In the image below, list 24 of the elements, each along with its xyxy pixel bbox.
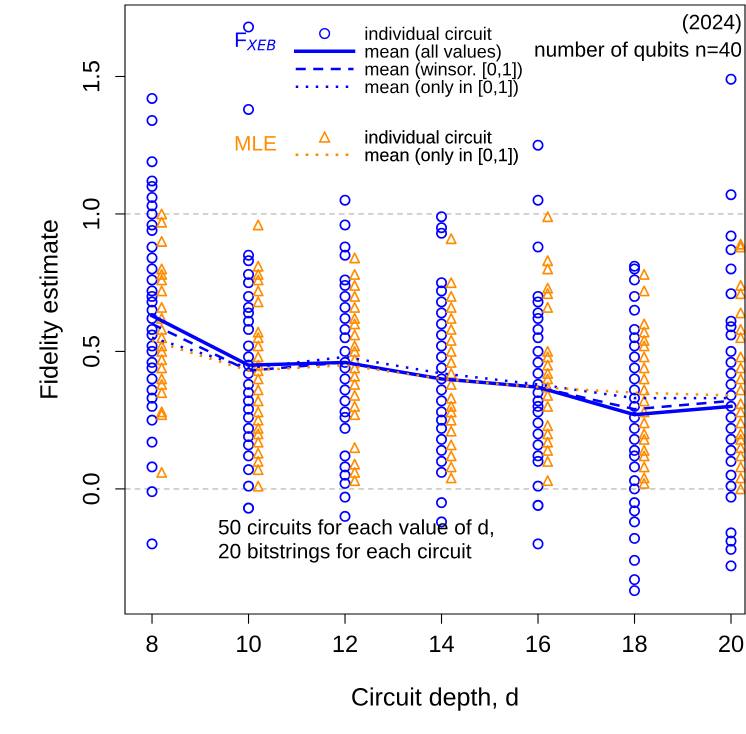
y-axis-title: Fidelity estimate xyxy=(39,220,63,398)
x-tick-label: 8 xyxy=(146,635,158,652)
x-tick-label: 16 xyxy=(526,635,550,652)
x-tick-label: 12 xyxy=(334,635,357,652)
annotation: 50 circuits for each value of d, 20 bitstrings for each circuit xyxy=(218,519,493,563)
legend-label: individual circuit xyxy=(366,130,492,144)
x-tick-label: 20 xyxy=(719,635,744,652)
annotation: MLE xyxy=(236,136,276,150)
y-tick-label: 0.5 xyxy=(82,336,100,367)
y-tick-label: 1.0 xyxy=(82,198,100,229)
x-tick-label: 18 xyxy=(623,635,647,652)
text: number of qubits n=40 xyxy=(535,42,742,61)
legend-label: individual circuit xyxy=(366,26,492,40)
x-tick-label: 14 xyxy=(430,636,454,652)
legend-label: mean (only in [0,1]) xyxy=(366,148,518,165)
legend-label: mean (only in [0,1]) xyxy=(366,80,518,97)
y-tick-label: 0.0 xyxy=(82,473,100,504)
legend-label: mean (all values) xyxy=(366,44,501,62)
legend-label: mean (winsor. [0,1]) xyxy=(366,62,522,80)
x-axis-title: Circuit depth, d xyxy=(352,687,518,711)
x-tick-label: 10 xyxy=(237,635,261,652)
chart-title: (2024) xyxy=(682,14,741,34)
y-tick-label: 1.5 xyxy=(83,61,100,92)
annotation: F$_{XEB}$ xyxy=(236,32,276,50)
